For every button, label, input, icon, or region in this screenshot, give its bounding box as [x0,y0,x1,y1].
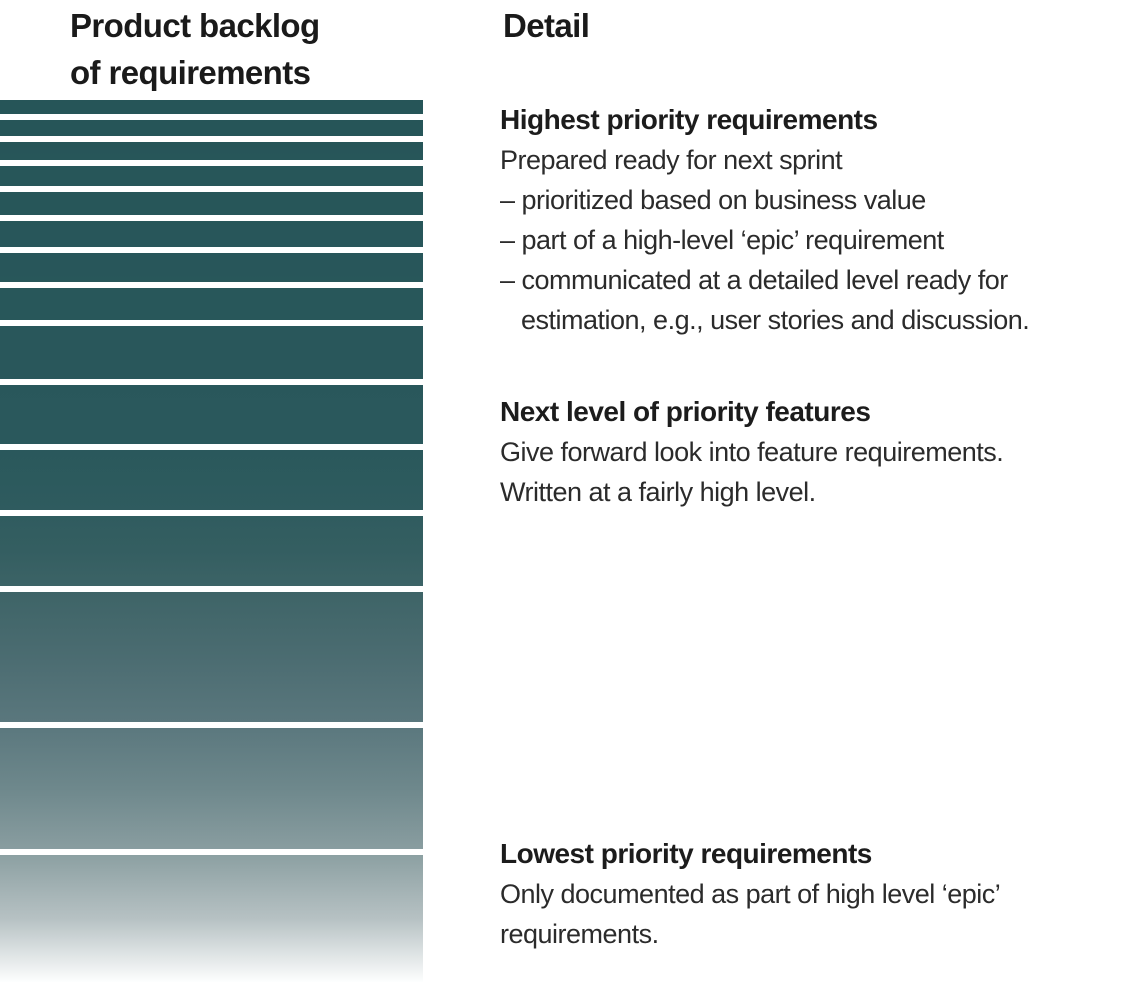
backlog-bar [0,120,423,136]
section-heading: Highest priority requirements [500,104,878,135]
backlog-bar [0,166,423,186]
section-text-line: requirements. [500,919,659,949]
section-text-line: – part of a high-level ‘epic’ requiremen… [500,225,944,255]
section-text-line: Written at a fairly high level. [500,477,816,507]
left-column-title: Product backlog of requirements [70,7,320,91]
section-heading: Next level of priority features [500,396,871,427]
backlog-bar [0,326,423,379]
backlog-bar [0,288,423,320]
right-column-title: Detail [503,7,590,44]
backlog-bar [0,385,423,444]
detail-section-2: Next level of priority features Give forw… [500,392,1122,512]
backlog-bar-stack [0,0,423,982]
section-text-line: estimation, e.g., user stories and discu… [521,305,1030,335]
backlog-bar [0,592,423,722]
section-heading: Lowest priority requirements [500,838,872,869]
section-text-line: – prioritized based on business value [500,185,926,215]
backlog-bar [0,142,423,160]
backlog-bar [0,516,423,586]
backlog-bar [0,728,423,849]
section-text-line: Prepared ready for next sprint [500,145,843,175]
backlog-bar [0,100,423,114]
detail-section-1: Highest priority requirements Prepared re… [500,100,1122,340]
backlog-bar [0,221,423,247]
backlog-bar [0,253,423,282]
section-text-line: Only documented as part of high level ‘e… [500,879,1001,909]
backlog-bar [0,192,423,215]
section-text-line: Give forward look into feature requireme… [500,437,1004,467]
backlog-bar [0,855,423,982]
backlog-bar [0,450,423,510]
section-text-line: – communicated at a detailed level ready… [500,265,1008,295]
detail-section-3: Lowest priority requirements Only documen… [500,834,1122,954]
